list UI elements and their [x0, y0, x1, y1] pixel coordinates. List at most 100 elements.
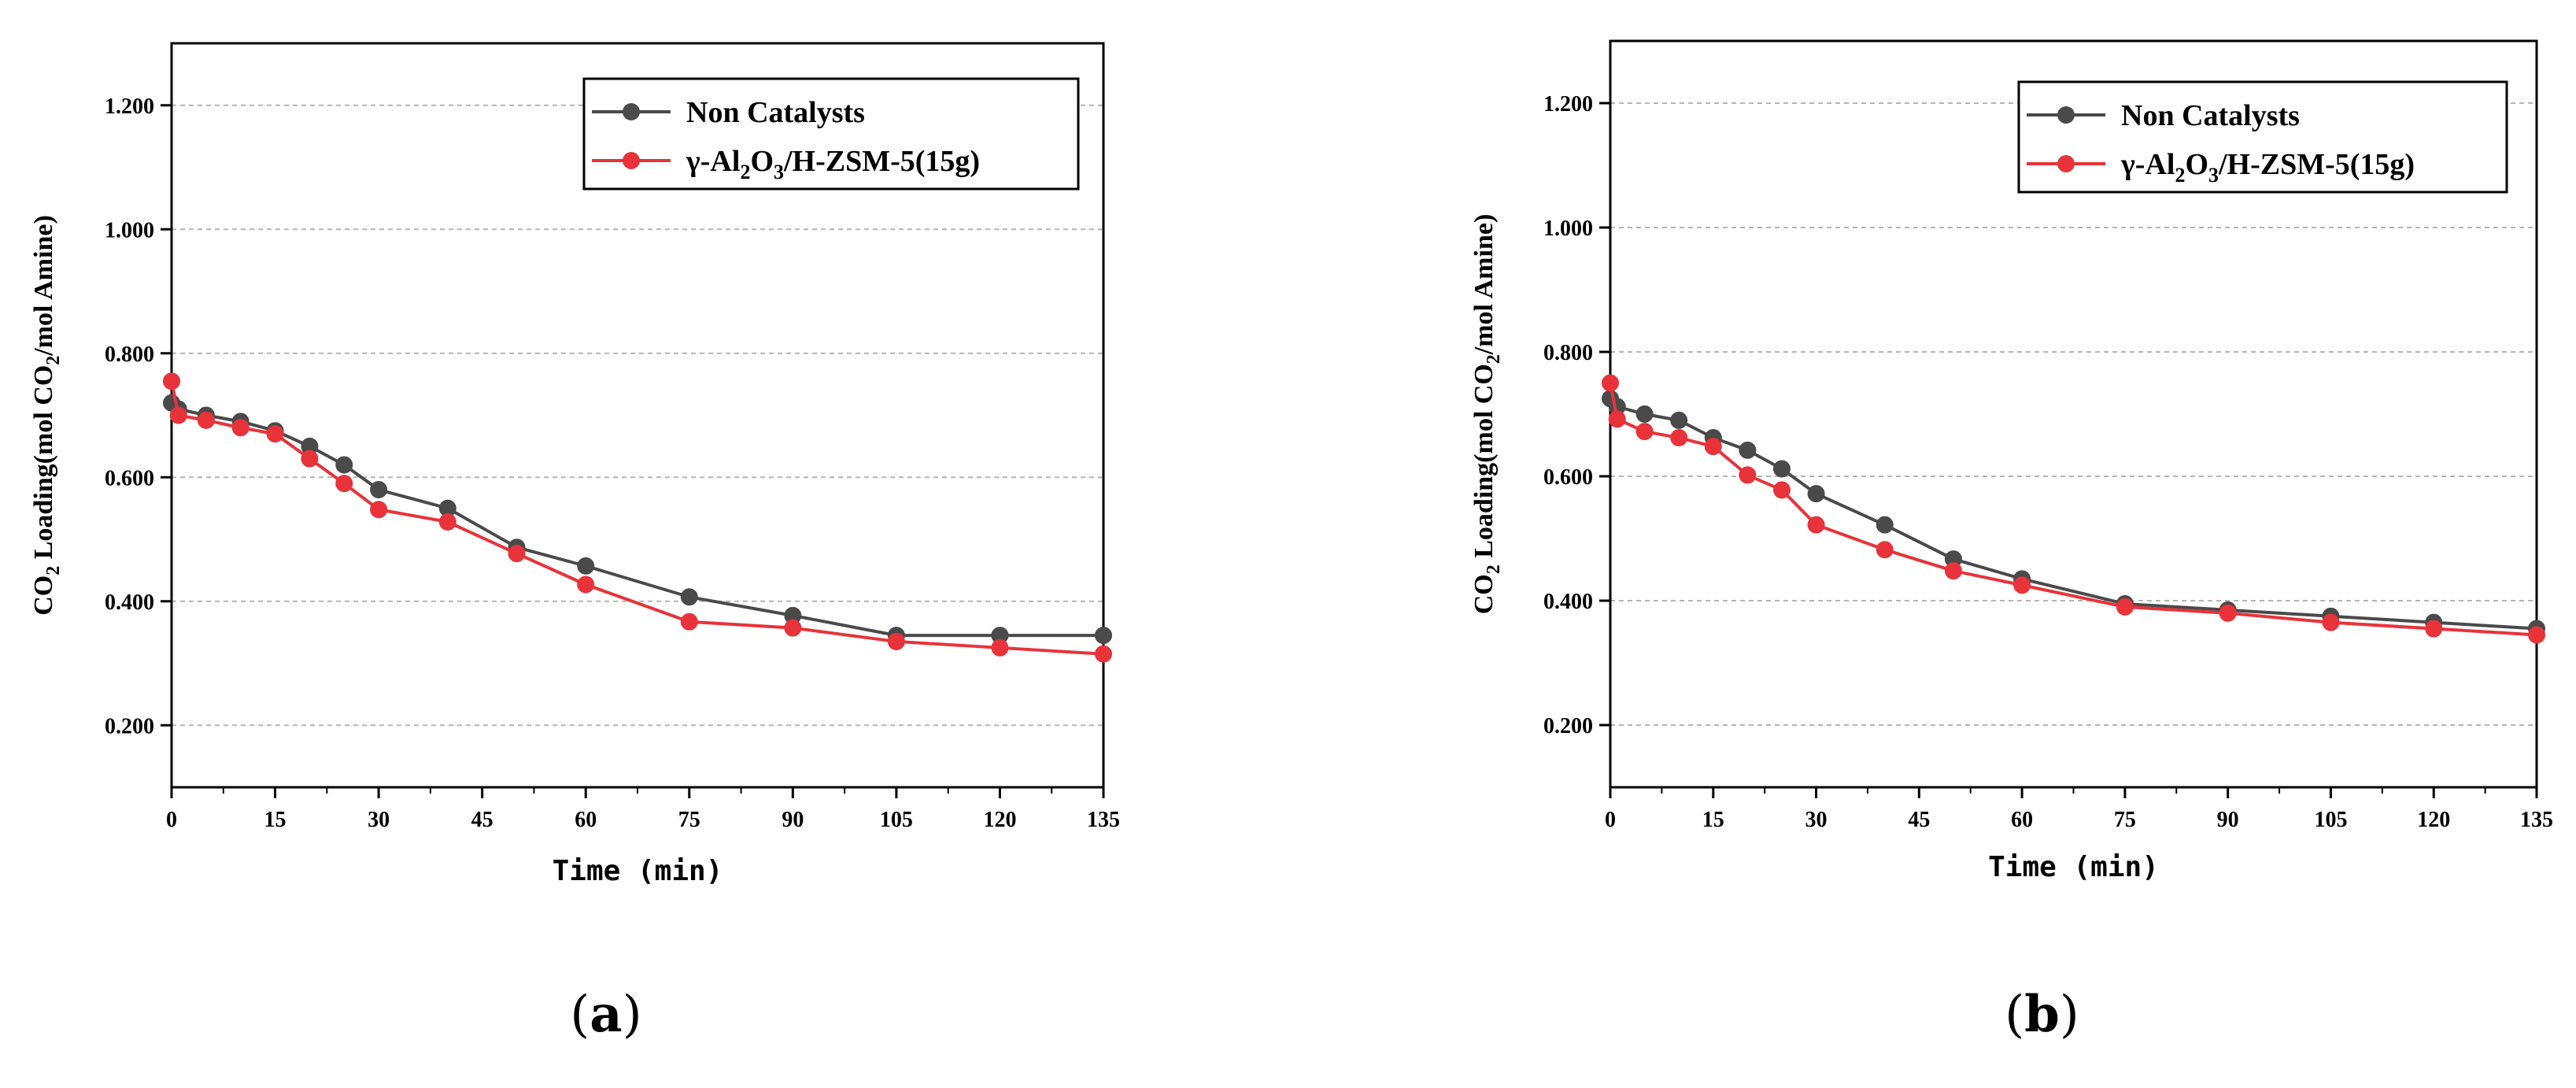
series-line	[170, 380, 1104, 656]
series-line	[1609, 383, 2537, 637]
x-tick-label: 30	[368, 808, 390, 832]
data-point	[1635, 423, 1654, 441]
panel-label: (a)	[570, 985, 641, 1044]
legend-label: Non Catalysts	[2121, 99, 2300, 132]
y-tick-label: 0.200	[105, 714, 154, 738]
y-tick-label: 0.600	[1543, 465, 1593, 490]
x-tick-label: 15	[1702, 808, 1724, 832]
data-point	[2219, 604, 2237, 622]
y-tick-label: 0.800	[105, 342, 154, 367]
panel-label: (b)	[2005, 985, 2079, 1044]
paren: (	[2005, 986, 2024, 1044]
data-point	[1807, 485, 1825, 503]
subscript: 2	[740, 161, 750, 183]
paren: (	[570, 986, 589, 1044]
text-segment: /H-ZSM-5(15g)	[2218, 148, 2415, 181]
x-tick-label: 120	[983, 808, 1016, 832]
legend-box	[582, 77, 1080, 191]
x-tick-label: 45	[1908, 808, 1930, 832]
panel-letter: a	[589, 985, 622, 1044]
data-point	[1670, 411, 1688, 429]
data-point	[680, 588, 698, 606]
data-point	[1602, 374, 1619, 392]
data-point	[1876, 541, 1894, 559]
x-axis-title: Time (min)	[553, 855, 723, 887]
text-segment: CO	[1469, 574, 1499, 614]
legend-box	[2017, 80, 2508, 194]
data-point	[680, 612, 698, 631]
data-point	[163, 372, 180, 390]
y-axis-title: CO2 Loading(mol CO2/mol Amine)	[29, 215, 64, 616]
x-tick-label: 75	[678, 808, 700, 832]
data-point	[266, 425, 284, 443]
x-tick-label: 15	[264, 808, 286, 832]
data-point	[577, 557, 595, 575]
data-point	[1635, 405, 1654, 423]
series-catalyst	[1602, 374, 2545, 644]
panel-letter: b	[2024, 985, 2060, 1044]
data-point	[1807, 516, 1825, 534]
series-line	[170, 402, 1103, 638]
data-point	[991, 638, 1009, 657]
data-point	[1772, 460, 1791, 478]
x-tick-label: 135	[2520, 808, 2553, 832]
data-point	[577, 575, 595, 594]
x-tick-label: 30	[1805, 808, 1828, 832]
y-tick-label: 0.800	[1543, 341, 1593, 365]
data-point	[197, 411, 215, 429]
x-axis-title: Time (min)	[1988, 851, 2159, 883]
y-tick-label: 1.200	[105, 94, 154, 119]
subscript: 2	[1484, 354, 1504, 364]
text-segment: Non Catalysts	[2121, 99, 2300, 132]
text-segment: O	[750, 145, 774, 178]
data-point	[784, 619, 802, 637]
data-point	[231, 419, 249, 437]
data-point	[335, 475, 353, 493]
legend-marker	[623, 152, 640, 169]
data-point	[169, 406, 187, 424]
subscript: 2	[43, 356, 64, 365]
y-tick-label: 0.600	[105, 466, 154, 490]
text-segment: /mol Amine)	[1469, 214, 1499, 355]
data-point	[1670, 429, 1688, 447]
x-tick-label: 105	[880, 808, 913, 832]
data-point	[370, 481, 388, 498]
legend-marker	[2057, 155, 2075, 172]
legend-label: Non Catalysts	[686, 96, 865, 129]
x-tick-label: 135	[1087, 808, 1120, 832]
data-point	[1095, 627, 1112, 645]
legend-marker	[623, 103, 640, 120]
x-tick-label: 0	[1605, 808, 1616, 832]
y-tick-label: 0.400	[105, 590, 154, 615]
subscript: 2	[43, 566, 64, 575]
data-point	[1739, 441, 1757, 459]
x-tick-label: 75	[2114, 808, 2136, 832]
text-segment: γ-Al	[2120, 148, 2175, 181]
data-point	[438, 513, 456, 531]
data-point	[2013, 576, 2031, 594]
data-point	[1739, 466, 1757, 484]
x-tick-label: 0	[166, 808, 177, 832]
subscript: 2	[1484, 564, 1504, 574]
data-point	[1772, 481, 1791, 499]
text-segment: Loading(mol CO	[29, 365, 58, 566]
data-point	[887, 632, 905, 650]
data-point	[1944, 562, 1962, 580]
text-segment: /mol Amine)	[29, 215, 58, 356]
text-segment: /H-ZSM-5(15g)	[783, 145, 980, 178]
subscript: 3	[774, 161, 784, 183]
x-tick-label: 60	[575, 808, 597, 832]
x-tick-label: 45	[471, 808, 493, 832]
legend-label: γ-Al2O3/H-ZSM-5(15g)	[2120, 148, 2415, 187]
legend-label: γ-Al2O3/H-ZSM-5(15g)	[686, 145, 980, 183]
paren: )	[2060, 986, 2079, 1044]
x-tick-label: 90	[782, 808, 804, 832]
y-tick-label: 1.000	[1543, 216, 1593, 241]
subscript: 2	[2175, 164, 2185, 187]
text-segment: Non Catalysts	[686, 96, 865, 129]
legend: Non Catalysts γ-Al2O3/H-ZSM-5(15g)	[582, 77, 1080, 191]
data-point	[508, 545, 526, 563]
legend: Non Catalysts γ-Al2O3/H-ZSM-5(15g)	[2017, 80, 2508, 194]
data-point	[370, 501, 388, 519]
